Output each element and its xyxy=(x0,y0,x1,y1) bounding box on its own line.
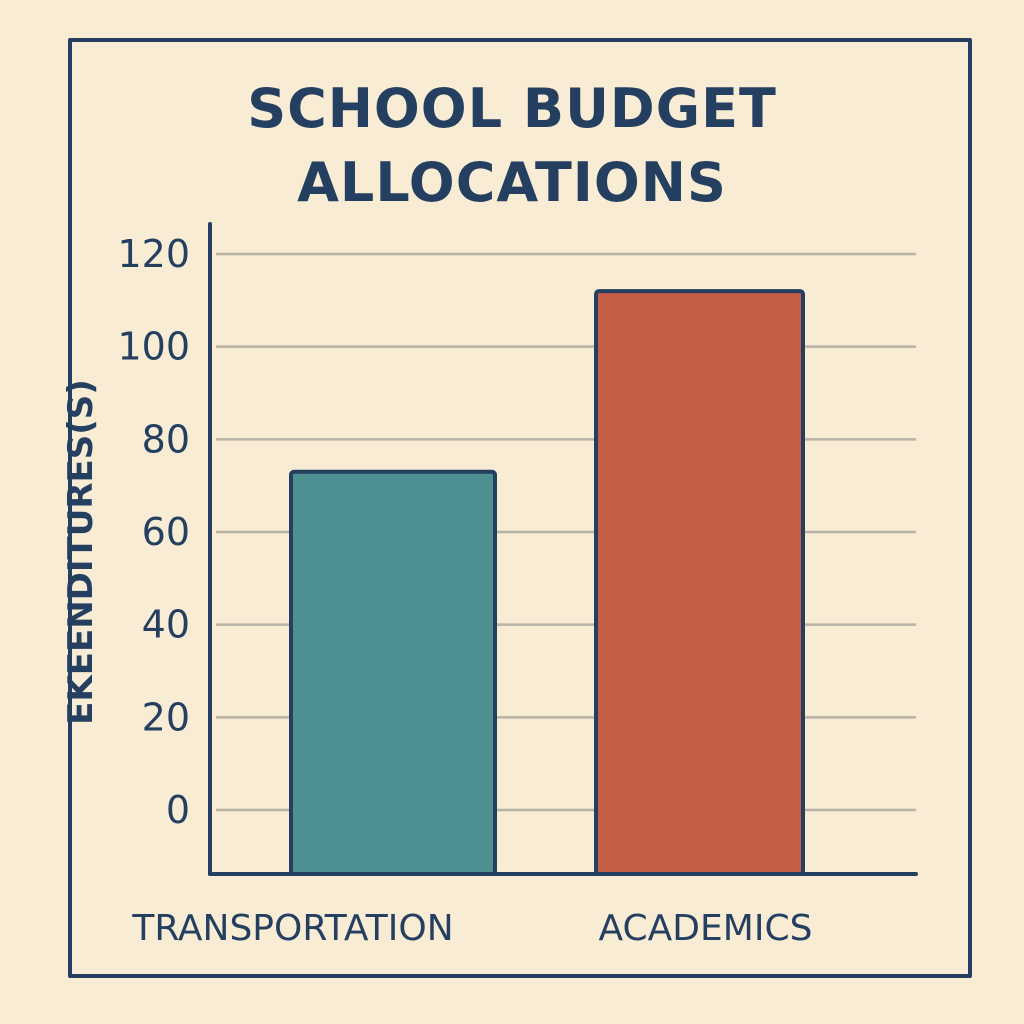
bars xyxy=(289,289,805,877)
y-tick-labels: 0 20 40 60 80 100 120 xyxy=(117,232,190,832)
chart-title: SCHOOL BUDGET ALLOCATIONS xyxy=(0,72,1024,220)
y-tick-label-0: 0 xyxy=(166,788,190,832)
y-tick-label-20: 20 xyxy=(142,695,190,739)
y-axis-label: EKEENDITURES(S) xyxy=(61,379,101,725)
y-tick-label-100: 100 xyxy=(117,325,190,369)
bar-academics xyxy=(594,289,805,877)
y-tick-label-120: 120 xyxy=(117,232,190,276)
y-tick-label-80: 80 xyxy=(142,417,190,461)
x-category-labels: TRANSPORTATION ACADEMICS xyxy=(131,908,812,949)
axes xyxy=(208,222,918,876)
chart-title-line-1: SCHOOL BUDGET xyxy=(247,77,777,140)
y-tick-label-60: 60 xyxy=(142,510,190,554)
x-category-label-transportation: TRANSPORTATION xyxy=(131,908,453,949)
chart-frame xyxy=(68,38,972,978)
chart-title-line-2: ALLOCATIONS xyxy=(297,151,727,214)
x-category-label-academics: ACADEMICS xyxy=(599,908,813,949)
bar-transportation xyxy=(289,469,497,876)
y-tick-label-40: 40 xyxy=(142,603,190,647)
